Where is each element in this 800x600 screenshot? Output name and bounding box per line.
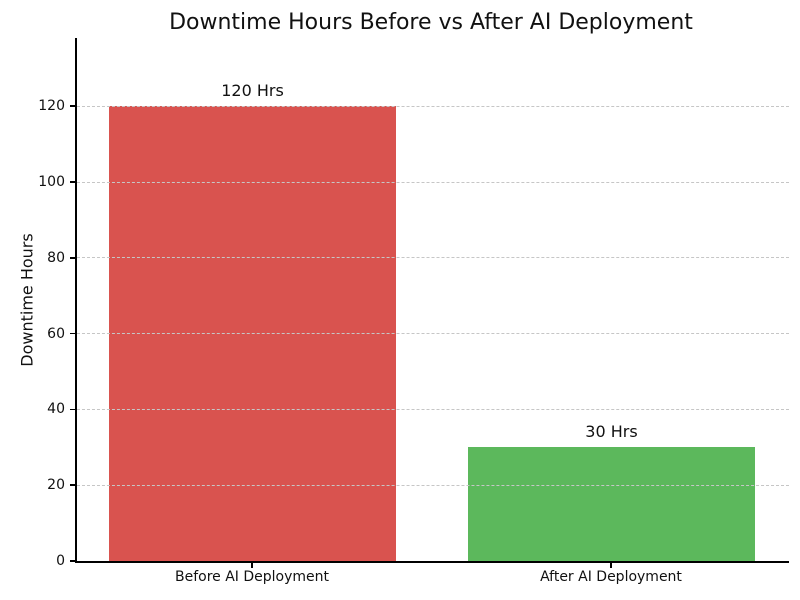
y-tick-label: 40 bbox=[47, 401, 65, 418]
bar-value-label-before: 120 Hrs bbox=[221, 81, 284, 101]
y-tick-mark bbox=[70, 181, 76, 183]
x-tick-mark bbox=[610, 563, 612, 568]
gridline bbox=[77, 105, 789, 107]
y-tick-label: 0 bbox=[56, 553, 65, 569]
y-tick-mark bbox=[70, 332, 76, 335]
y-tick-mark bbox=[70, 257, 76, 259]
y-tick-mark bbox=[70, 105, 76, 107]
bar-value-label-after: 30 Hrs bbox=[585, 422, 638, 442]
plot-area: 120 Hrs 30 Hrs 0 20 40 60 80 100 120 Bef… bbox=[38, 38, 789, 585]
x-tick-mark bbox=[251, 563, 253, 568]
gridline bbox=[77, 181, 789, 183]
gridline bbox=[77, 333, 789, 335]
x-tick-label-before: Before AI Deployment bbox=[174, 569, 329, 585]
gridline bbox=[77, 257, 789, 259]
y-tick-mark bbox=[70, 484, 76, 486]
bar-after-ai bbox=[468, 447, 755, 561]
chart-title: Downtime Hours Before vs After AI Deploy… bbox=[169, 10, 693, 35]
y-tick-label: 20 bbox=[47, 477, 65, 494]
y-tick-mark bbox=[70, 408, 76, 411]
gridline bbox=[77, 484, 789, 486]
y-tick-mark bbox=[70, 560, 76, 562]
y-tick-label: 80 bbox=[47, 249, 65, 266]
x-tick-label-after: After AI Deployment bbox=[540, 569, 682, 585]
y-tick-label: 100 bbox=[38, 174, 65, 190]
y-tick-label: 120 bbox=[38, 98, 65, 115]
y-tick-label: 60 bbox=[47, 325, 65, 342]
gridline bbox=[77, 408, 789, 410]
